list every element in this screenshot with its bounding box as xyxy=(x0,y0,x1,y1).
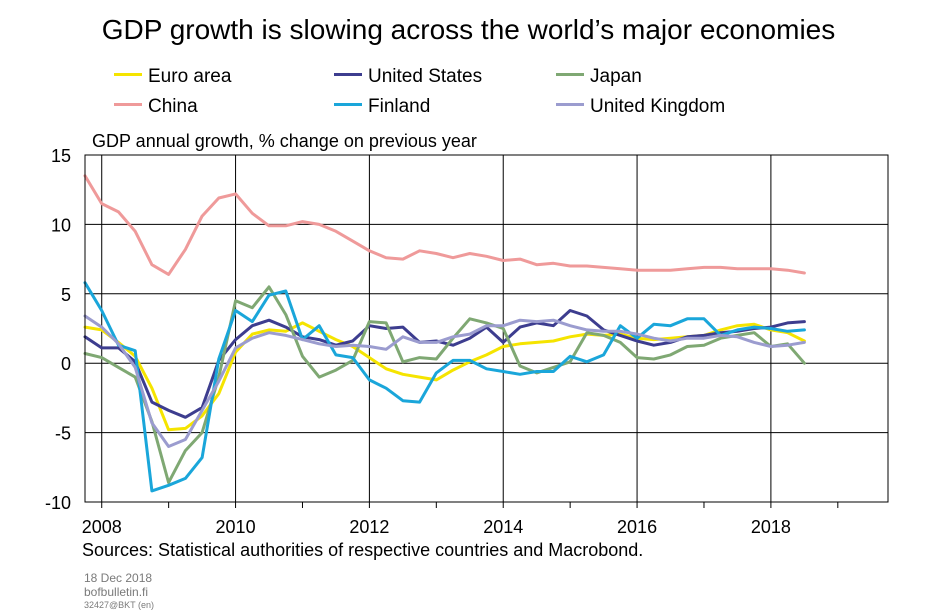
x-tick-label: 2014 xyxy=(483,517,523,537)
legend-swatch-japan xyxy=(556,73,584,77)
legend-label-euro-area: Euro area xyxy=(148,66,232,87)
legend-item-japan: Japan xyxy=(556,66,642,88)
legend-label-japan: Japan xyxy=(590,66,642,87)
legend-swatch-united-kingdom xyxy=(556,103,584,107)
legend-item-united-states: United States xyxy=(334,66,482,88)
legend-swatch-finland xyxy=(334,103,362,107)
y-tick-label: 10 xyxy=(51,215,71,235)
y-tick-label: -10 xyxy=(45,493,71,513)
plot-area-frame xyxy=(84,154,889,503)
legend-label-united-states: United States xyxy=(368,66,483,87)
legend-label-united-kingdom: United Kingdom xyxy=(590,96,726,117)
x-tick-label: 2018 xyxy=(751,517,791,537)
footer-code: 32427@BKT (en) xyxy=(84,600,155,610)
y-tick-label: 0 xyxy=(61,354,71,374)
y-axis-ticks: 15 10 5 0 -5 -10 xyxy=(45,146,71,513)
y-tick-label: 15 xyxy=(51,146,71,166)
legend-label-finland: Finland xyxy=(368,96,431,117)
footer-site: bofbulletin.fi xyxy=(84,585,149,599)
y-axis-label: GDP annual growth, % change on previous … xyxy=(92,131,477,151)
legend-swatch-united-states xyxy=(334,73,362,77)
series-line-finland xyxy=(83,281,806,493)
x-tick-label: 2010 xyxy=(216,517,256,537)
legend-swatch-euro-area xyxy=(114,73,142,77)
x-tick-label: 2008 xyxy=(82,517,122,537)
series-line-japan xyxy=(83,285,806,485)
legend-item-euro-area: Euro area xyxy=(114,66,231,88)
legend-label-china: China xyxy=(148,96,198,117)
series-lines xyxy=(83,174,806,493)
footer-date: 18 Dec 2018 xyxy=(84,571,153,585)
x-tick-label: 2012 xyxy=(349,517,389,537)
x-tick-label: 2016 xyxy=(617,517,657,537)
legend-item-finland: Finland xyxy=(334,96,430,118)
series-line-united-states xyxy=(83,309,806,419)
sources-note: Sources: Statistical authorities of resp… xyxy=(82,540,644,560)
y-tick-label: -5 xyxy=(55,424,71,444)
x-axis-ticks: 2008 2010 2012 2014 2016 2018 xyxy=(82,502,839,537)
series-line-china xyxy=(83,174,806,276)
legend-item-united-kingdom: United Kingdom xyxy=(556,96,725,118)
chart-title: GDP growth is slowing across the world’s… xyxy=(101,14,836,45)
legend-item-china: China xyxy=(114,96,198,118)
y-tick-label: 5 xyxy=(61,285,71,305)
legend-swatch-china xyxy=(114,103,142,107)
series-line-united-kingdom xyxy=(83,314,806,448)
